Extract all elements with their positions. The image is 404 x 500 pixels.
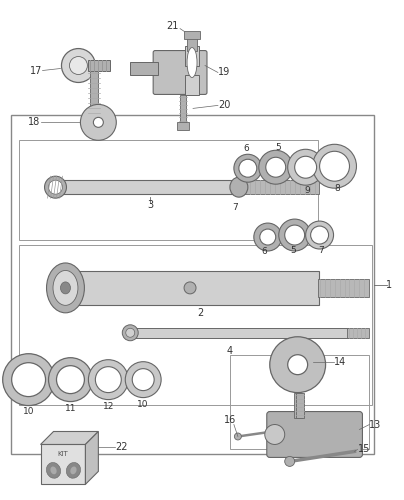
Text: 10: 10 (23, 407, 34, 416)
Bar (239, 180, 319, 194)
Ellipse shape (234, 433, 241, 440)
Circle shape (80, 104, 116, 141)
Circle shape (234, 154, 262, 182)
Text: 22: 22 (115, 442, 128, 452)
Circle shape (95, 366, 121, 392)
Circle shape (279, 219, 311, 251)
Circle shape (3, 354, 55, 406)
Text: 17: 17 (30, 66, 42, 76)
Text: 16: 16 (224, 414, 236, 424)
Text: 3: 3 (147, 200, 153, 210)
Text: 19: 19 (218, 68, 230, 78)
Ellipse shape (285, 456, 295, 466)
Circle shape (266, 158, 286, 177)
Bar (177, 122, 189, 130)
Ellipse shape (126, 328, 135, 338)
Bar (180, 96, 186, 124)
Bar (318, 279, 369, 297)
Circle shape (320, 152, 349, 181)
Text: 13: 13 (369, 420, 382, 430)
FancyBboxPatch shape (267, 412, 362, 458)
Bar (90, 72, 98, 117)
Bar (230, 354, 369, 450)
Bar (55, 180, 239, 194)
Circle shape (259, 150, 292, 184)
Text: 1: 1 (386, 280, 392, 290)
Text: 11: 11 (65, 404, 76, 413)
Polygon shape (40, 444, 85, 484)
Text: 6: 6 (243, 144, 249, 153)
Ellipse shape (53, 270, 78, 306)
Text: 5: 5 (290, 246, 296, 256)
Ellipse shape (61, 282, 70, 294)
Ellipse shape (50, 466, 57, 474)
Text: 7: 7 (319, 246, 324, 256)
Text: 10: 10 (137, 400, 149, 409)
Ellipse shape (66, 462, 80, 478)
Text: 6: 6 (261, 248, 267, 256)
Circle shape (12, 362, 46, 396)
Bar (130, 328, 349, 338)
Bar (88, 60, 110, 72)
Ellipse shape (69, 56, 87, 74)
Ellipse shape (61, 48, 95, 82)
Circle shape (311, 226, 328, 244)
Bar (184, 30, 200, 38)
Text: 5: 5 (275, 143, 281, 152)
Bar (187, 36, 197, 51)
Ellipse shape (230, 177, 248, 197)
Circle shape (270, 337, 326, 392)
Text: 12: 12 (103, 402, 114, 411)
Circle shape (285, 225, 305, 245)
Circle shape (295, 156, 317, 178)
Polygon shape (40, 432, 98, 444)
Text: 15: 15 (358, 444, 370, 454)
Circle shape (288, 354, 307, 374)
Text: 7: 7 (232, 202, 238, 211)
Bar (185, 46, 199, 66)
Circle shape (306, 221, 334, 249)
Ellipse shape (122, 325, 138, 340)
Ellipse shape (265, 424, 285, 444)
Text: 8: 8 (335, 184, 341, 192)
Bar (11, 116, 375, 454)
Text: 4: 4 (227, 346, 233, 356)
Ellipse shape (70, 466, 77, 474)
Text: 2: 2 (197, 308, 203, 318)
Circle shape (125, 362, 161, 398)
Bar (347, 328, 369, 338)
Circle shape (57, 366, 84, 394)
Bar (65, 271, 319, 305)
Bar (294, 392, 302, 417)
Text: 20: 20 (218, 100, 230, 110)
Ellipse shape (46, 462, 61, 478)
Text: 9: 9 (305, 186, 311, 194)
Circle shape (132, 368, 154, 390)
FancyBboxPatch shape (153, 50, 207, 94)
Circle shape (254, 223, 282, 251)
Circle shape (260, 229, 276, 245)
Ellipse shape (184, 282, 196, 294)
Bar (185, 76, 199, 96)
Ellipse shape (44, 176, 67, 198)
Circle shape (88, 360, 128, 400)
Circle shape (313, 144, 356, 188)
Bar (19, 140, 318, 240)
Text: 21: 21 (166, 20, 178, 30)
Ellipse shape (187, 48, 197, 78)
Bar (296, 392, 304, 417)
Ellipse shape (46, 263, 84, 313)
Circle shape (288, 150, 324, 185)
Text: 18: 18 (28, 118, 40, 128)
Bar (130, 62, 158, 76)
Polygon shape (85, 432, 98, 484)
Text: KIT: KIT (57, 452, 68, 458)
Circle shape (48, 358, 93, 402)
Ellipse shape (48, 180, 63, 194)
Bar (19, 245, 372, 404)
Circle shape (93, 118, 103, 128)
Text: 14: 14 (334, 356, 346, 366)
Circle shape (239, 160, 257, 177)
